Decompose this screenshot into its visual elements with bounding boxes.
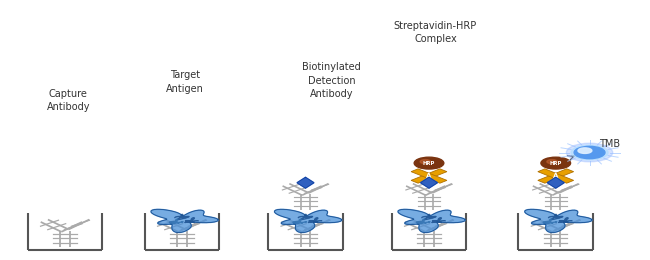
Text: Target
Antigen: Target Antigen — [166, 70, 204, 94]
Polygon shape — [274, 209, 342, 232]
Circle shape — [566, 143, 613, 162]
Text: A: A — [426, 173, 432, 179]
Text: Capture
Antibody: Capture Antibody — [47, 89, 90, 112]
Circle shape — [547, 160, 557, 164]
Polygon shape — [525, 209, 592, 232]
Polygon shape — [398, 209, 465, 232]
Circle shape — [414, 157, 444, 169]
Text: Streptavidin-HRP
Complex: Streptavidin-HRP Complex — [394, 21, 477, 44]
Polygon shape — [411, 169, 447, 183]
Polygon shape — [538, 169, 574, 183]
Polygon shape — [547, 177, 564, 188]
Polygon shape — [421, 177, 437, 188]
Text: HRP: HRP — [549, 161, 562, 166]
Circle shape — [571, 145, 608, 160]
Text: A: A — [553, 173, 558, 179]
Polygon shape — [411, 169, 447, 183]
Circle shape — [541, 157, 571, 169]
Polygon shape — [151, 209, 218, 232]
Text: HRP: HRP — [422, 161, 436, 166]
Text: Biotinylated
Detection
Antibody: Biotinylated Detection Antibody — [302, 62, 361, 99]
Circle shape — [578, 148, 592, 153]
Text: TMB: TMB — [599, 139, 621, 149]
Circle shape — [574, 146, 605, 159]
Polygon shape — [538, 169, 574, 183]
Circle shape — [420, 160, 430, 164]
Polygon shape — [297, 177, 314, 188]
